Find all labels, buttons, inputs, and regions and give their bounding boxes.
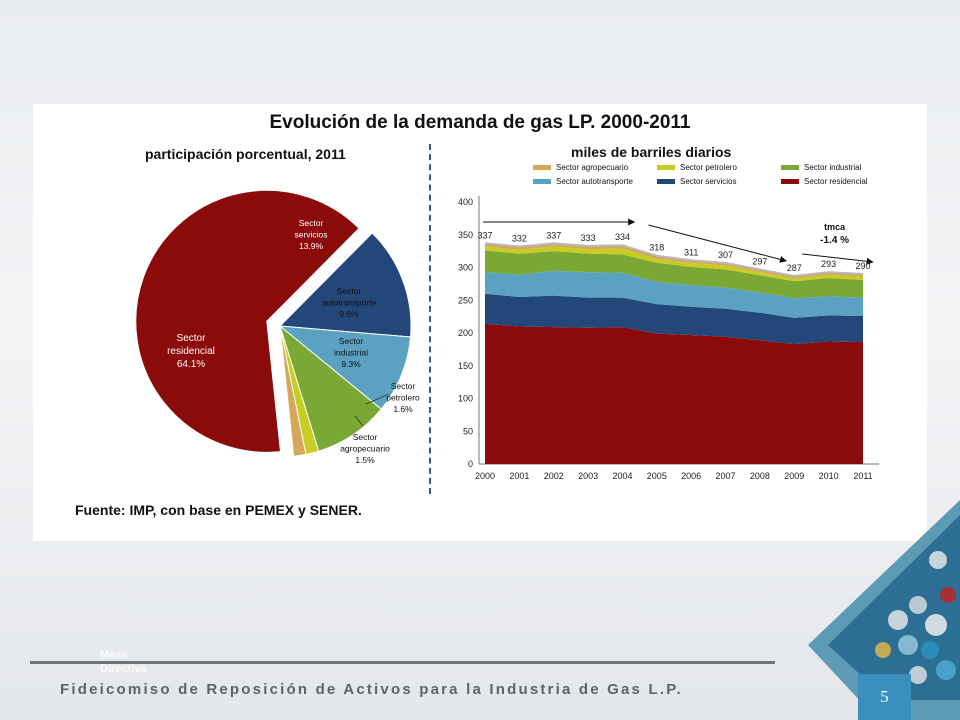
y-tick-label: 50 bbox=[463, 426, 473, 436]
legend-item: Sector servicios bbox=[657, 177, 736, 186]
svg-text:9.6%: 9.6% bbox=[339, 309, 359, 319]
x-tick-label: 2006 bbox=[681, 471, 701, 481]
area-series bbox=[485, 270, 863, 318]
svg-text:Sector autotransporte: Sector autotransporte bbox=[556, 177, 633, 186]
svg-text:autotransporte: autotransporte bbox=[322, 298, 377, 308]
y-tick-label: 0 bbox=[468, 459, 473, 469]
total-label: 337 bbox=[477, 230, 492, 240]
svg-text:servicios: servicios bbox=[294, 230, 327, 240]
y-tick-label: 350 bbox=[458, 230, 473, 240]
svg-text:residencial: residencial bbox=[167, 346, 215, 357]
y-tick-label: 100 bbox=[458, 394, 473, 404]
divider-line bbox=[429, 144, 431, 494]
x-tick-label: 2002 bbox=[544, 471, 564, 481]
pie-slice bbox=[135, 189, 360, 453]
area-series bbox=[485, 293, 863, 345]
area-series bbox=[485, 323, 863, 464]
trend-arrow bbox=[648, 224, 787, 263]
x-tick-label: 2007 bbox=[716, 471, 736, 481]
svg-text:Sector residencial: Sector residencial bbox=[804, 177, 868, 186]
svg-text:Sector petrolero: Sector petrolero bbox=[680, 163, 737, 172]
svg-text:Sector: Sector bbox=[299, 218, 324, 228]
x-tick-label: 2008 bbox=[750, 471, 770, 481]
total-label: 293 bbox=[821, 259, 836, 269]
svg-text:industrial: industrial bbox=[334, 348, 368, 358]
total-label: 307 bbox=[718, 250, 733, 260]
y-tick-label: 150 bbox=[458, 361, 473, 371]
y-tick-label: 250 bbox=[458, 295, 473, 305]
svg-text:Sector servicios: Sector servicios bbox=[680, 177, 736, 186]
total-label: 318 bbox=[649, 243, 664, 253]
legend-item: Sector autotransporte bbox=[533, 177, 633, 186]
x-tick-label: 2003 bbox=[578, 471, 598, 481]
svg-text:13.9%: 13.9% bbox=[299, 241, 324, 251]
svg-text:agropecuario: agropecuario bbox=[340, 444, 390, 454]
footer-text: Fideicomiso de Reposición de Activos par… bbox=[60, 681, 683, 698]
x-tick-label: 2009 bbox=[784, 471, 804, 481]
figure-panel: Evolución de la demanda de gas LP. 2000-… bbox=[33, 104, 927, 541]
svg-text:Sector: Sector bbox=[337, 286, 362, 296]
footer-divider bbox=[30, 661, 775, 664]
area-series bbox=[485, 246, 863, 282]
total-label: 334 bbox=[615, 232, 630, 242]
svg-text:Sector: Sector bbox=[177, 333, 207, 344]
total-label: 337 bbox=[546, 230, 561, 240]
pie-slice bbox=[278, 325, 412, 410]
x-tick-label: 2001 bbox=[509, 471, 529, 481]
svg-text:Sector agropecuario: Sector agropecuario bbox=[556, 163, 629, 172]
total-label: 311 bbox=[684, 247, 698, 257]
area-subtitle: miles de barriles diarios bbox=[571, 144, 732, 160]
pie-slice bbox=[279, 324, 382, 452]
tmca-value: -1.4 % bbox=[820, 235, 849, 246]
x-tick-label: 2000 bbox=[475, 471, 495, 481]
trend-arrow bbox=[802, 253, 874, 265]
total-label: 333 bbox=[581, 233, 596, 243]
legend-item: Sector agropecuario bbox=[533, 163, 629, 172]
total-line bbox=[484, 242, 864, 278]
total-label: 332 bbox=[512, 234, 527, 244]
area-series bbox=[485, 250, 863, 299]
total-label: 290 bbox=[855, 261, 870, 271]
source-note: Fuente: IMP, con base en PEMEX y SENER. bbox=[75, 502, 362, 518]
pie-subtitle: participación porcentual, 2011 bbox=[145, 146, 346, 162]
x-tick-label: 2004 bbox=[612, 471, 632, 481]
legend-item: Sector petrolero bbox=[657, 163, 737, 172]
pie-label: Sector residencial 64.1% bbox=[167, 333, 215, 370]
total-label: 287 bbox=[787, 263, 802, 273]
area-chart: Sector agropecuario Sector petrolero Secto… bbox=[458, 163, 879, 481]
y-tick-label: 300 bbox=[458, 263, 473, 273]
svg-text:petrolero: petrolero bbox=[386, 393, 420, 403]
pie-slice bbox=[279, 325, 307, 457]
x-tick-label: 2010 bbox=[819, 471, 839, 481]
svg-text:Sector: Sector bbox=[339, 336, 364, 346]
ghost-text: Mesa Directiva bbox=[100, 649, 147, 675]
tmca-label: tmca bbox=[824, 222, 846, 232]
svg-text:64.1%: 64.1% bbox=[177, 359, 205, 370]
legend-item: Sector industrial bbox=[781, 163, 862, 172]
pie-chart: Sector residencial 64.1% Sector servicios13.… bbox=[135, 189, 420, 465]
page-number: 5 bbox=[858, 674, 911, 720]
leader-line bbox=[354, 415, 364, 427]
figure-title: Evolución de la demanda de gas LP. 2000-… bbox=[269, 112, 691, 133]
svg-text:1.5%: 1.5% bbox=[355, 455, 375, 465]
legend-item: Sector residencial bbox=[781, 177, 868, 186]
x-tick-label: 2011 bbox=[853, 471, 872, 481]
total-label: 297 bbox=[752, 256, 767, 266]
pie-slice bbox=[278, 232, 412, 338]
leader-line bbox=[365, 393, 390, 405]
x-tick-label: 2005 bbox=[647, 471, 667, 481]
y-tick-label: 400 bbox=[458, 197, 473, 207]
svg-text:Sector: Sector bbox=[391, 381, 416, 391]
y-tick-label: 200 bbox=[458, 328, 473, 338]
svg-text:Sector industrial: Sector industrial bbox=[804, 163, 862, 172]
svg-text:1.6%: 1.6% bbox=[393, 404, 413, 414]
gas-cylinders-image bbox=[808, 500, 960, 720]
svg-text:9.3%: 9.3% bbox=[341, 359, 361, 369]
svg-text:Sector: Sector bbox=[353, 432, 378, 442]
